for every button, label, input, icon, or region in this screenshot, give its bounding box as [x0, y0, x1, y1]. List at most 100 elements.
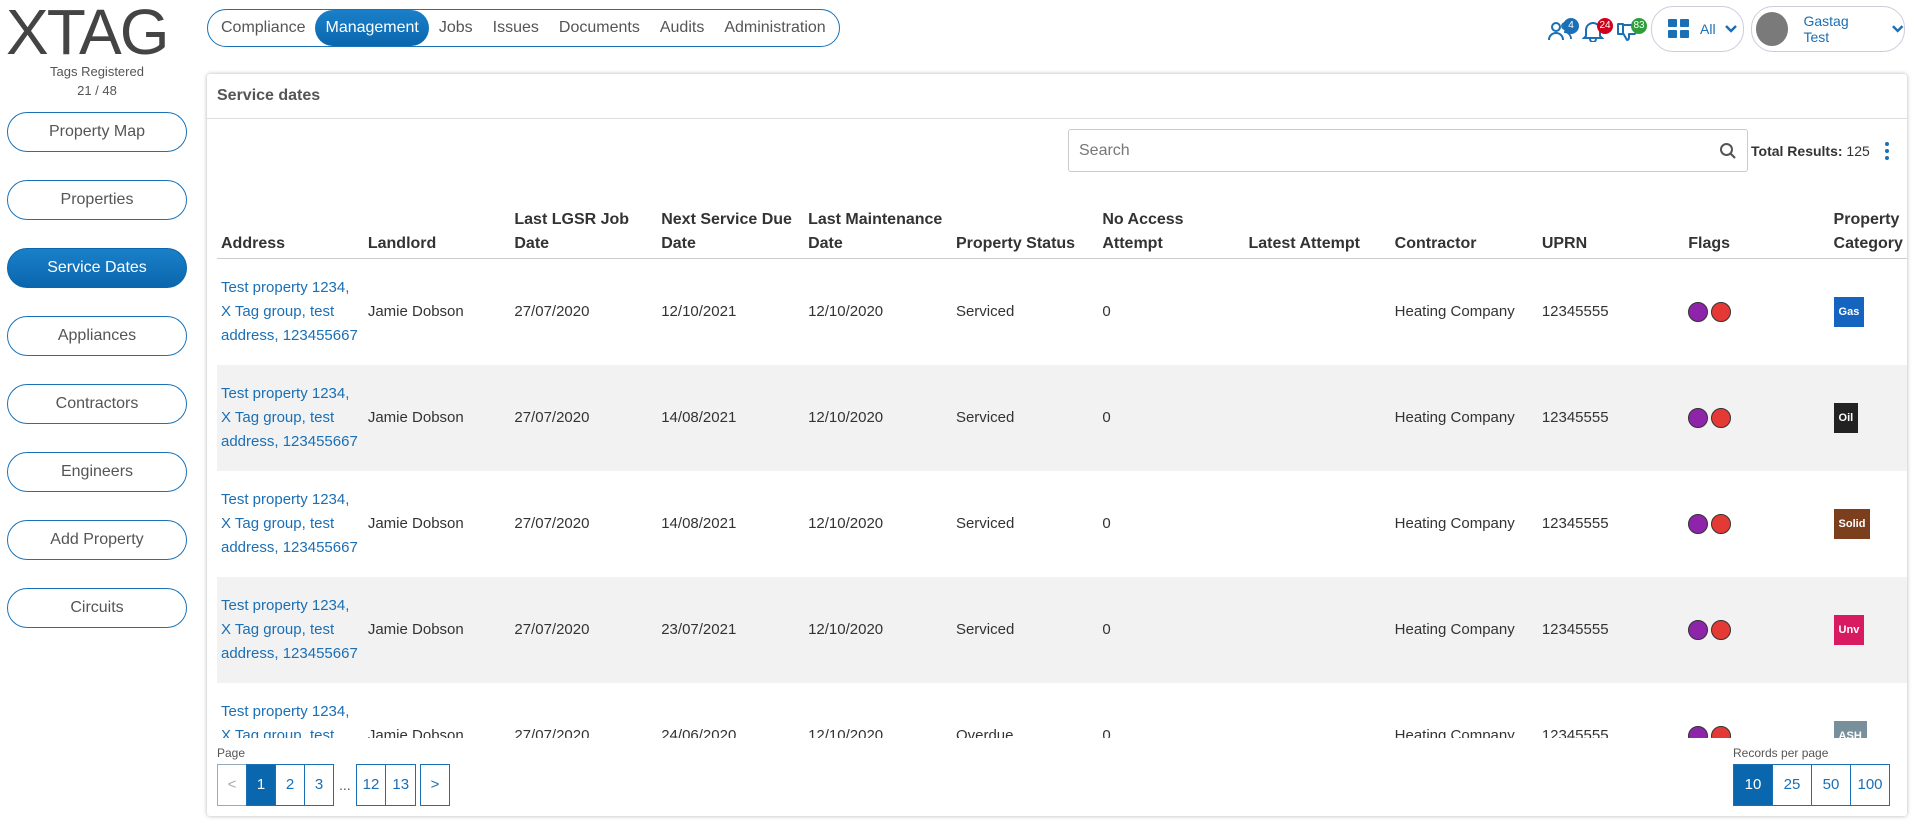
sidebar-item-circuits[interactable]: Circuits — [7, 588, 187, 628]
column-header-property-status[interactable]: Property Status — [951, 200, 1099, 259]
tab-audits[interactable]: Audits — [659, 19, 705, 36]
sidebar-item-service-dates[interactable]: Service Dates — [7, 248, 187, 288]
cell-no-access: 0 — [1102, 727, 1111, 738]
cell-category: Unv — [1829, 577, 1907, 683]
records-per-page-10[interactable]: 10 — [1733, 764, 1773, 806]
search-input[interactable] — [1069, 130, 1689, 171]
page-label: Page — [217, 746, 246, 760]
cell-address[interactable]: Test property 1234, X Tag group, test ad… — [217, 577, 364, 683]
column-header-no-access-attempt[interactable]: No Access Attempt — [1098, 200, 1245, 259]
column-header-last-maintenance-date[interactable]: Last Maintenance Date — [804, 200, 952, 259]
cell-address[interactable]: Test property 1234, X Tag group, test ad… — [221, 491, 358, 556]
records-per-page-100[interactable]: 100 — [1850, 764, 1890, 806]
tab-issues[interactable]: Issues — [492, 19, 539, 36]
cell-category: Solid — [1830, 471, 1907, 577]
page-button-3[interactable]: 3 — [304, 764, 334, 806]
cell-latest-attempt — [1245, 683, 1391, 738]
cell-address[interactable]: Test property 1234, X Tag group, test ad… — [221, 703, 350, 738]
records-per-page-25[interactable]: 25 — [1772, 764, 1812, 806]
flag-icon[interactable] — [1711, 726, 1732, 738]
chevron-down-icon — [1891, 25, 1903, 33]
cell-last-lgsr: 27/07/2020 — [514, 303, 590, 320]
alerts-button[interactable]: 24 — [1579, 14, 1613, 44]
cell-address[interactable]: Test property 1234, X Tag group, test ad… — [221, 279, 358, 344]
users-button[interactable]: 4 — [1545, 14, 1579, 44]
cell-contractor: Heating Company — [1394, 727, 1515, 738]
category-badge: Unv — [1833, 615, 1865, 645]
cell-address[interactable]: Test property 1234, X Tag group, test ad… — [217, 365, 364, 471]
tab-jobs[interactable]: Jobs — [438, 19, 473, 36]
cell-landlord: Jamie Dobson — [363, 577, 511, 683]
column-header-flags[interactable]: Flags — [1684, 200, 1830, 259]
column-header-uprn[interactable]: UPRN — [1537, 200, 1685, 259]
cell-no-access: 0 — [1102, 303, 1111, 320]
table-row: Test property 1234, X Tag group, test ad… — [217, 471, 1907, 577]
flag-icon[interactable] — [1711, 620, 1732, 641]
tab-management[interactable]: Management — [315, 10, 429, 46]
pagination: <1 2 3... 12 13 > — [217, 764, 451, 806]
flag-icon[interactable] — [1688, 302, 1709, 323]
cell-next-service: 24/06/2020 — [661, 727, 737, 738]
grid-icon — [1668, 19, 1689, 38]
column-header-latest-attempt[interactable]: Latest Attempt — [1244, 200, 1391, 259]
cell-landlord: Jamie Dobson — [367, 727, 464, 738]
column-header-property-category[interactable]: Property Category — [1829, 200, 1907, 259]
column-header-address[interactable]: Address — [217, 200, 364, 259]
search-button[interactable] — [1719, 142, 1737, 165]
header-icons: 4 24 83 — [1545, 10, 1647, 48]
prev-page-button[interactable]: < — [217, 764, 247, 806]
tab-compliance[interactable]: Compliance — [221, 19, 306, 36]
cell-last-lgsr: 27/07/2020 — [510, 365, 658, 471]
flag-icon[interactable] — [1688, 514, 1709, 535]
sidebar-item-property-map[interactable]: Property Map — [7, 112, 187, 152]
cell-no-access: 0 — [1098, 365, 1245, 471]
sidebar-item-properties[interactable]: Properties — [7, 180, 187, 220]
table-container: Address Landlord Last LGSR Job Date Next Se… — [217, 200, 1907, 738]
dashboard-select[interactable]: All — [1651, 6, 1744, 52]
column-header-landlord[interactable]: Landlord — [363, 200, 511, 259]
cell-uprn: 12345555 — [1537, 365, 1685, 471]
cell-latest-attempt — [1245, 471, 1391, 577]
sidebar-item-add-property[interactable]: Add Property — [7, 520, 187, 560]
flag-icon[interactable] — [1711, 408, 1732, 429]
total-results-value: 125 — [1846, 143, 1870, 159]
flag-icon[interactable] — [1688, 408, 1709, 429]
flag-icon[interactable] — [1711, 514, 1732, 535]
user-menu[interactable]: Gastag Test — [1751, 6, 1905, 52]
chevron-down-icon — [1724, 25, 1737, 33]
cell-next-service: 23/07/2021 — [657, 577, 805, 683]
column-header-last-lgsr-job-date[interactable]: Last LGSR Job Date — [510, 200, 658, 259]
next-page-button[interactable]: > — [420, 764, 451, 806]
flag-icon[interactable] — [1688, 726, 1709, 738]
cell-flags — [1684, 365, 1830, 471]
tab-administration[interactable]: Administration — [724, 19, 826, 36]
column-header-contractor[interactable]: Contractor — [1390, 200, 1538, 259]
sidebar-item-appliances[interactable]: Appliances — [7, 316, 187, 356]
cell-flags — [1684, 577, 1830, 683]
avatar — [1756, 12, 1789, 46]
page-button-12[interactable]: 12 — [355, 764, 387, 806]
tab-documents[interactable]: Documents — [558, 19, 640, 36]
page-button-1[interactable]: 1 — [246, 764, 276, 806]
more-options-icon[interactable] — [1881, 140, 1893, 162]
feedback-button[interactable]: 83 — [1613, 14, 1647, 44]
cell-latest-attempt — [1244, 365, 1391, 471]
flag-icon[interactable] — [1688, 620, 1709, 641]
cell-uprn: 12345555 — [1541, 303, 1609, 320]
cell-landlord: Jamie Dobson — [367, 303, 464, 320]
cell-last-lgsr: 27/07/2020 — [514, 515, 590, 532]
sidebar-item-engineers[interactable]: Engineers — [7, 452, 187, 492]
page-button-13[interactable]: 13 — [385, 764, 417, 806]
sidebar-item-contractors[interactable]: Contractors — [7, 384, 187, 424]
cell-uprn: 12345555 — [1541, 515, 1609, 532]
column-header-next-service-due-date[interactable]: Next Service Due Date — [657, 200, 805, 259]
flag-icon[interactable] — [1711, 302, 1732, 323]
page-button-2[interactable]: 2 — [275, 764, 305, 806]
cell-flags — [1684, 259, 1829, 366]
user-name: Gastag Test — [1803, 13, 1849, 45]
main-nav: Compliance Management Jobs Issues Documents A… — [207, 9, 840, 47]
table-row: Test property 1234, X Tag group, test ad… — [217, 259, 1907, 366]
records-per-page-50[interactable]: 50 — [1811, 764, 1851, 806]
cell-flags — [1684, 683, 1829, 738]
records-per-page-label: Records per page — [1733, 746, 1829, 760]
